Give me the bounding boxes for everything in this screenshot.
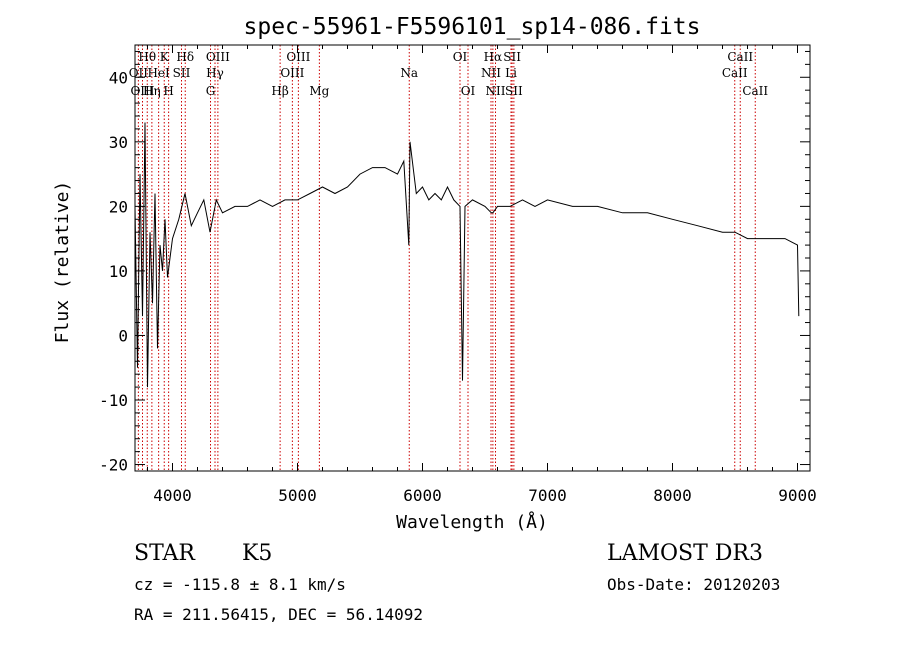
line-label: SII: [503, 50, 521, 64]
line-label: Mg: [309, 84, 329, 98]
line-label: NII: [481, 66, 501, 80]
line-label: CaII: [742, 84, 768, 98]
redshift-text: cz = -115.8 ± 8.1 km/s: [134, 575, 346, 594]
line-label: OIII: [130, 84, 154, 98]
y-tick-label: 20: [109, 197, 128, 216]
y-axis-label: Flux (relative): [52, 181, 73, 344]
x-tick-label: 9000: [778, 486, 817, 505]
y-tick-label: 40: [109, 68, 128, 87]
plot-frame: [134, 44, 811, 472]
x-tick-label: 6000: [403, 486, 442, 505]
line-label: OI: [453, 50, 468, 64]
line-label: Hα: [484, 50, 503, 64]
line-label: NII: [486, 84, 506, 98]
line-label: G: [206, 84, 216, 98]
line-label: OIII: [286, 50, 310, 64]
line-label: Li: [505, 66, 517, 80]
y-tick-label: -10: [99, 391, 128, 410]
x-tick-label: 5000: [278, 486, 317, 505]
line-label: OII: [129, 66, 149, 80]
line-label: Hγ: [206, 66, 224, 80]
y-tick-label: 30: [109, 133, 128, 152]
line-markers: [137, 45, 756, 471]
line-label: Hθ: [138, 50, 156, 64]
line-label: Na: [400, 66, 418, 80]
line-label: CaII: [727, 50, 753, 64]
line-label: OIII: [280, 66, 304, 80]
line-label: SII: [173, 66, 191, 80]
line-label: OI: [461, 84, 476, 98]
object-class: STAR: [134, 541, 196, 566]
spectrum-series: [134, 122, 800, 388]
line-label: CaII: [722, 66, 748, 80]
line-label: Hδ: [176, 50, 194, 64]
x-tick-label: 8000: [653, 486, 692, 505]
y-tick-label: -20: [99, 456, 128, 475]
chart-title: spec-55961-F5596101_sp14-086.fits: [244, 14, 701, 40]
x-tick-label: 4000: [153, 486, 192, 505]
line-label: Hη: [143, 84, 161, 98]
line-label: Hβ: [271, 84, 288, 98]
spectrum-line: [134, 122, 800, 388]
y-tick-label: 10: [109, 262, 128, 281]
survey-name: LAMOST DR3: [607, 541, 763, 566]
x-axis-label: Wavelength (Å): [396, 511, 548, 533]
line-label: SII: [505, 84, 523, 98]
object-subclass: K5: [242, 541, 272, 566]
coordinates: RA = 211.56415, DEC = 56.14092: [134, 605, 423, 624]
y-tick-label: 0: [118, 326, 128, 345]
line-label: HeI: [147, 66, 170, 80]
line-label: H: [163, 84, 173, 98]
line-label: K: [160, 50, 170, 64]
line-label: OIII: [206, 50, 230, 64]
axis-ticks: 4000 5000 6000 7000 8000 9000 -20 -10 0 10 20 30 40: [99, 45, 817, 505]
x-tick-label: 7000: [528, 486, 567, 505]
obs-date: Obs-Date: 20120203: [607, 575, 780, 594]
